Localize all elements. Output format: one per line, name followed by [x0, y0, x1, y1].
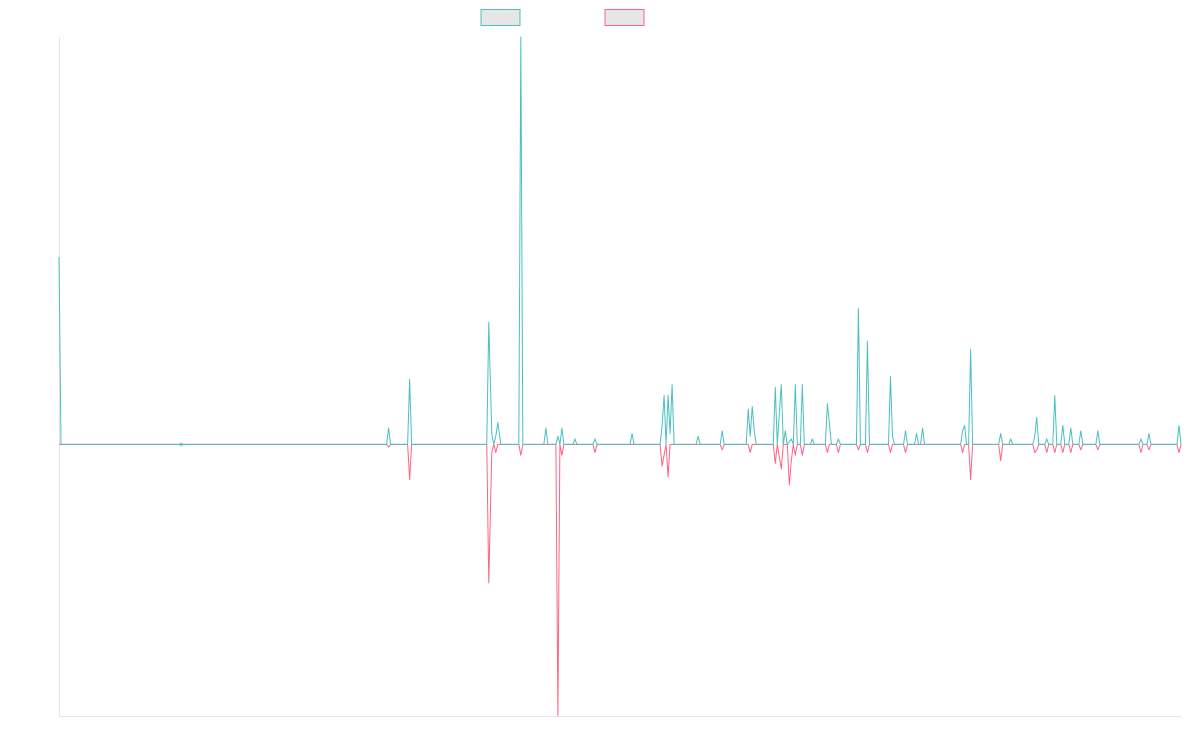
legend [480, 9, 645, 26]
legend-swatch-series-b[interactable] [604, 9, 645, 26]
legend-swatch-series-a[interactable] [480, 9, 521, 26]
plot-area [58, 36, 1182, 717]
baseline-point-marker [179, 442, 184, 447]
axes [59, 37, 1181, 717]
series-line-series-a[interactable] [58, 36, 1182, 445]
series-line-series-b[interactable] [59, 443, 1182, 717]
